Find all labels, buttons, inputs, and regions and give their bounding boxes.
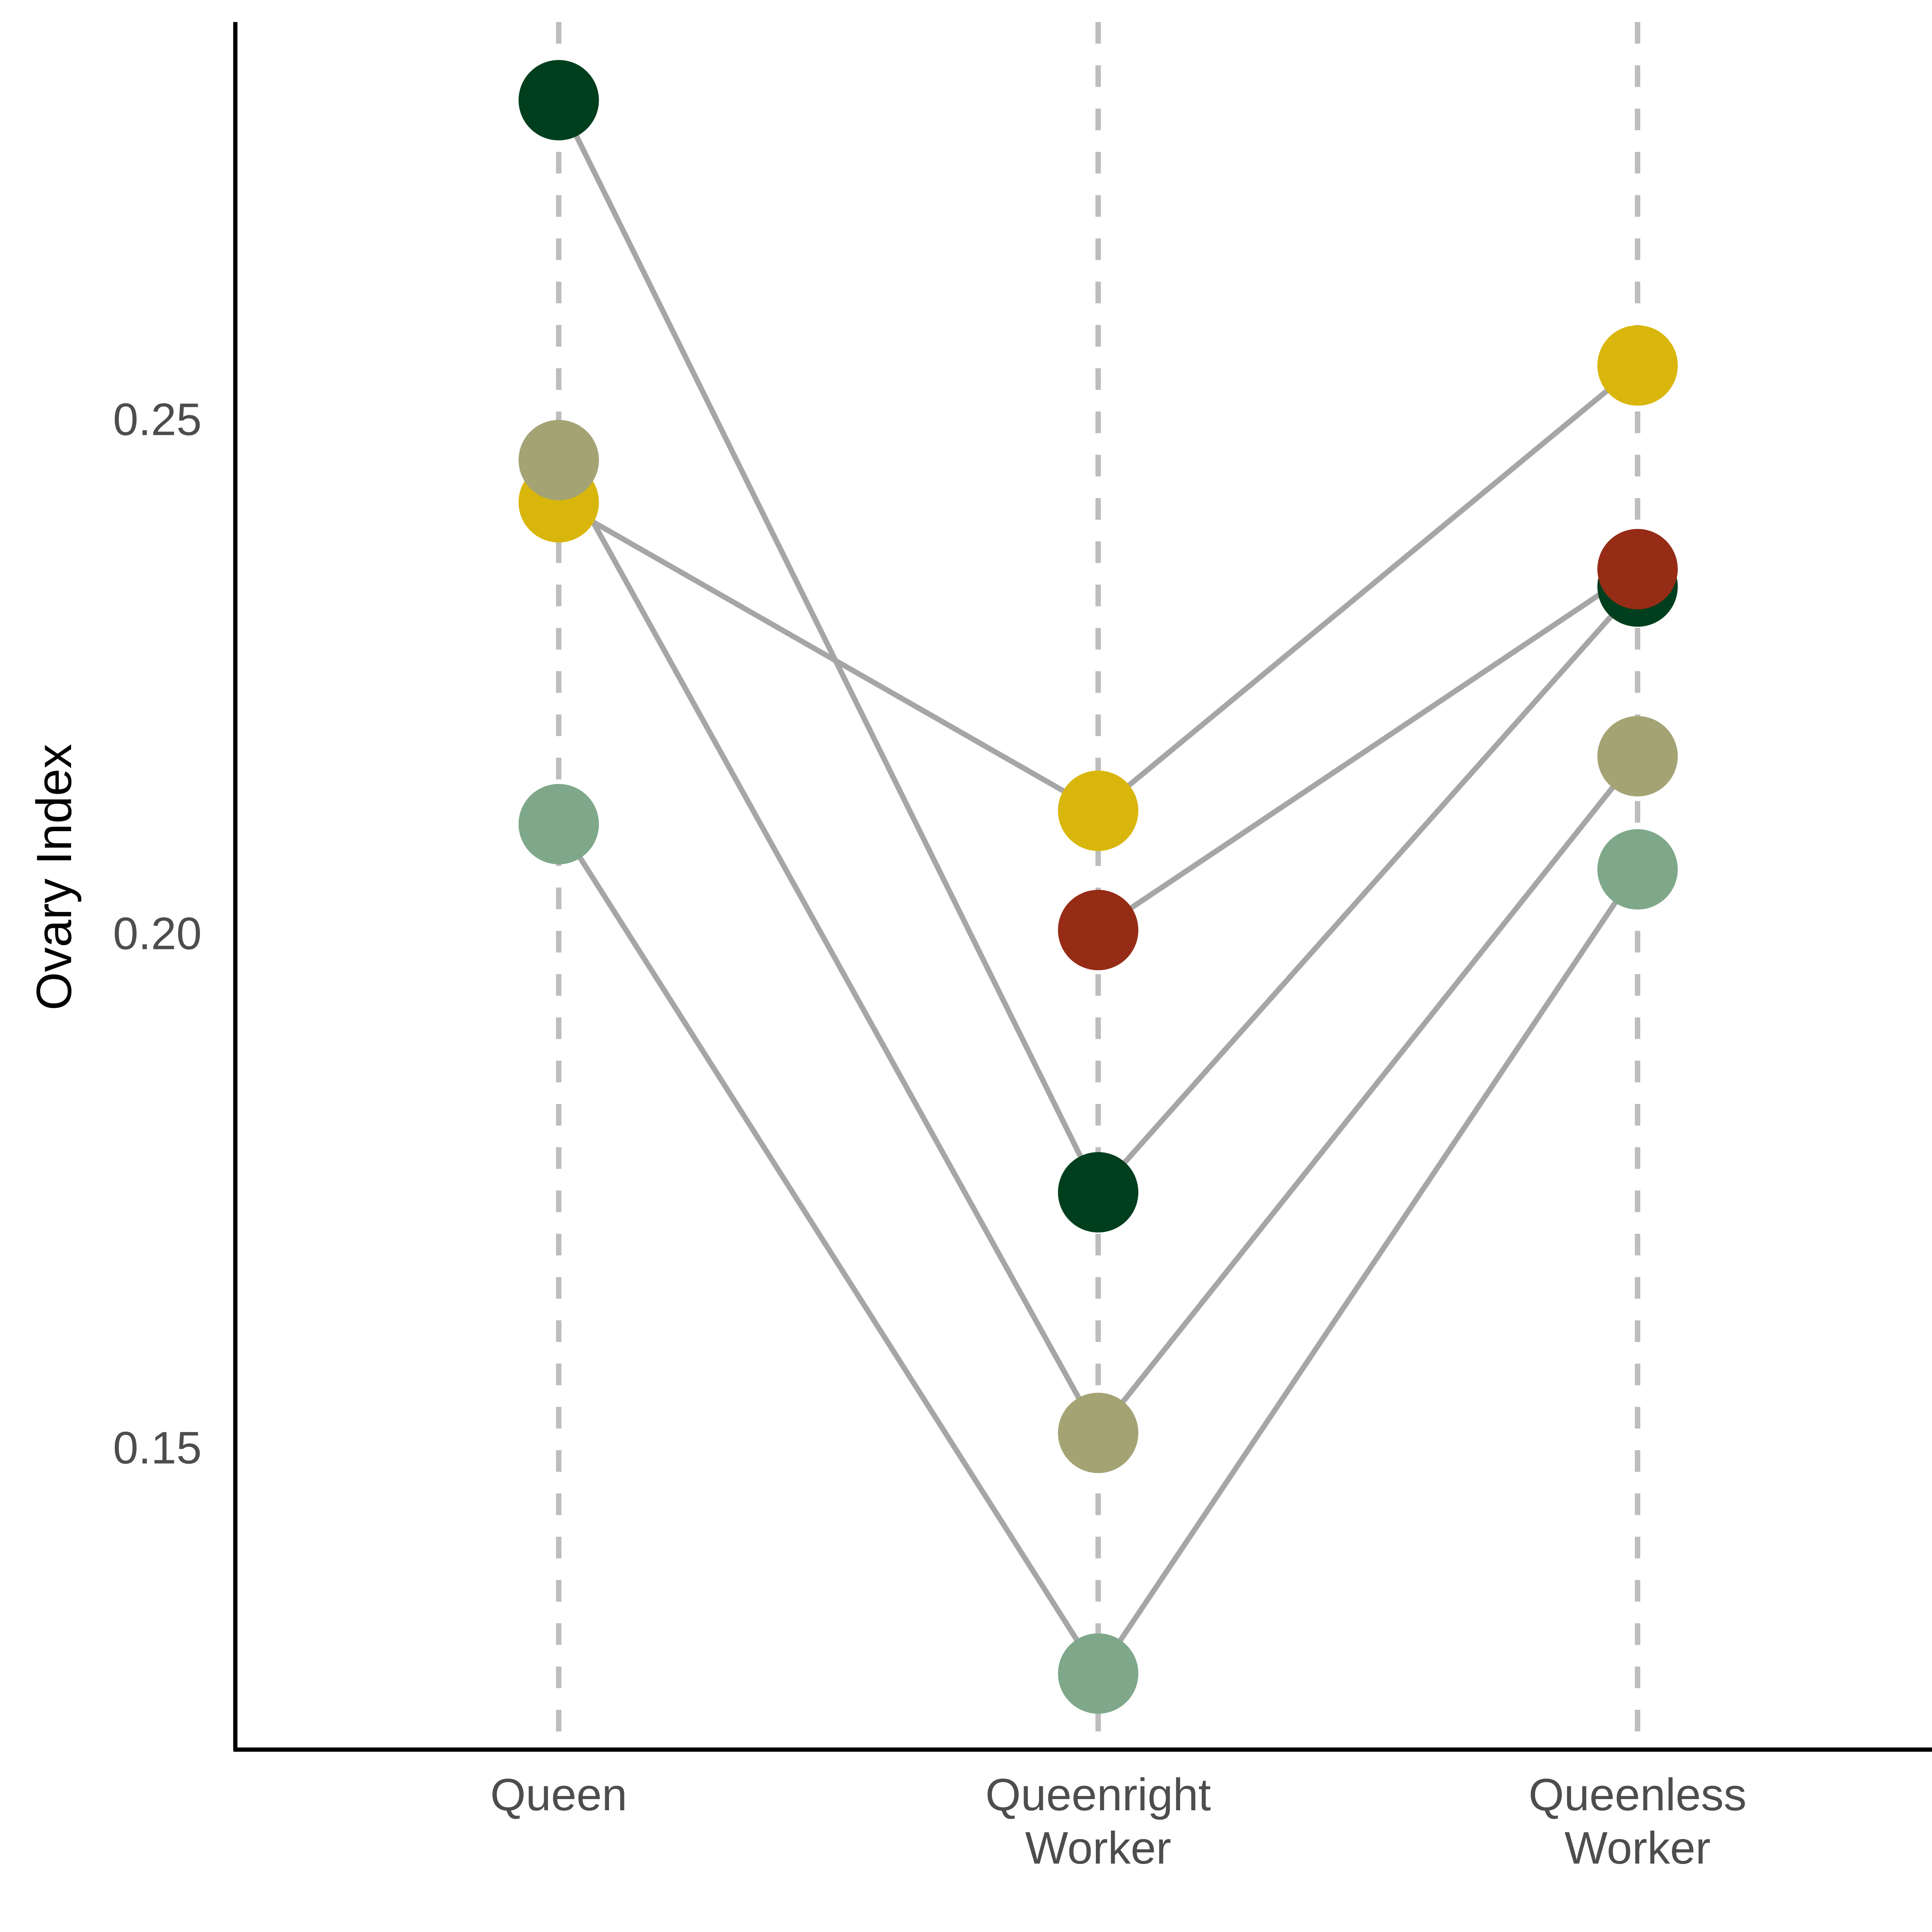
- data-point-s3-c0: [519, 784, 599, 864]
- data-point-s0-c0: [519, 60, 599, 141]
- x-tick-label: Worker: [1565, 1823, 1711, 1874]
- axes: [233, 22, 1932, 1752]
- grid-lines: [556, 22, 1640, 1750]
- data-point-s2-c1: [1058, 1393, 1138, 1473]
- y-tick-label: 0.20: [113, 908, 202, 959]
- y-tick-label: 0.15: [113, 1422, 202, 1473]
- x-tick-label: Queenless: [1529, 1769, 1747, 1820]
- data-point-s2-c2: [1597, 716, 1678, 797]
- y-tick-label: 0.25: [113, 394, 202, 445]
- data-point-s4-c1: [1058, 889, 1138, 970]
- data-point-s2-c0: [519, 420, 599, 500]
- x-tick-label: Queenright: [985, 1769, 1211, 1820]
- x-tick-label: Worker: [1025, 1823, 1171, 1874]
- data-point-s0-c1: [1058, 1152, 1138, 1233]
- series-line-4: [1097, 566, 1639, 932]
- data-point-s3-c2: [1597, 829, 1678, 910]
- data-points: [519, 60, 1678, 1714]
- y-axis-title: Ovary Index: [27, 744, 82, 1010]
- data-point-s3-c1: [1058, 1633, 1138, 1714]
- data-point-s1-c2: [1597, 325, 1678, 406]
- data-point-s1-c1: [1058, 770, 1138, 851]
- data-point-s4-c2: [1597, 529, 1678, 609]
- x-tick-label: Queen: [490, 1769, 627, 1820]
